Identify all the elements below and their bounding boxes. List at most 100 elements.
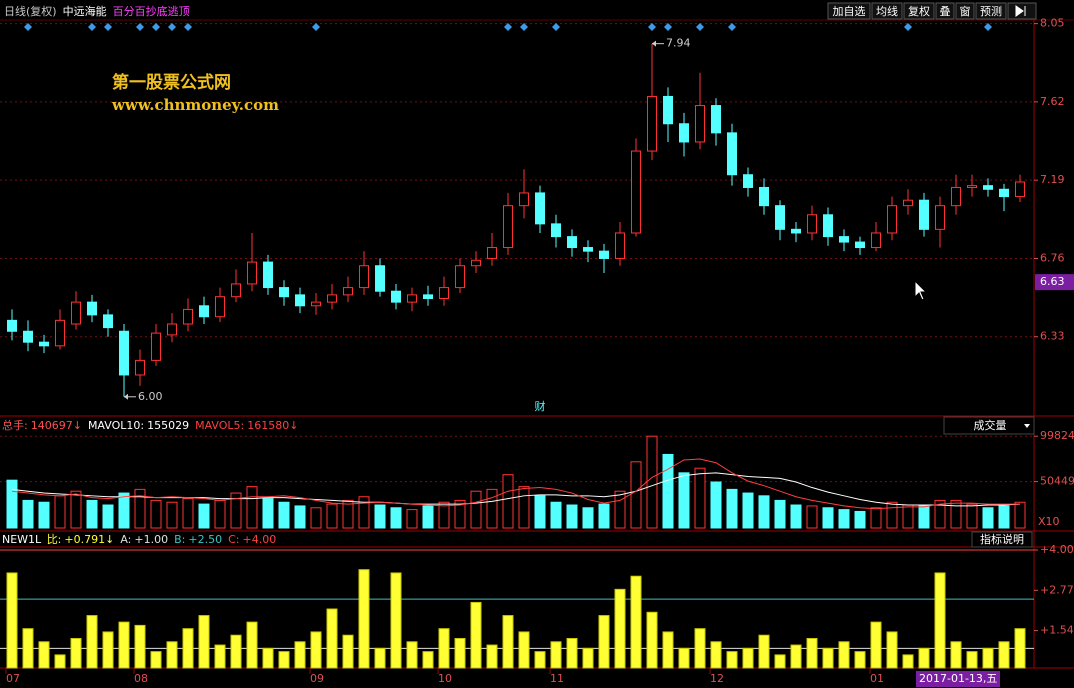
volume-bar: [6, 479, 18, 529]
legend-reading: +1.00: [134, 533, 169, 546]
legend-name: MAVOL5:: [195, 419, 245, 432]
signal-diamond: [520, 23, 528, 31]
candle-body: [871, 232, 881, 249]
volume-bar: [326, 503, 338, 529]
indicator-bar: [614, 588, 626, 669]
cursor-price-box: [1035, 274, 1074, 291]
indicator-bar: [630, 575, 642, 669]
candle-body: [39, 341, 49, 347]
candle-body: [487, 247, 497, 259]
candle-body: [919, 199, 929, 230]
candle-body: [103, 314, 113, 329]
candle-body: [183, 308, 193, 325]
indicator-button[interactable]: [971, 531, 1033, 548]
candle-body: [407, 294, 417, 303]
extreme-label: 7.94: [666, 37, 691, 50]
toolbar-button[interactable]: [935, 2, 955, 20]
x-tick-label: 10: [438, 672, 452, 685]
volume-bar: [646, 435, 658, 529]
candle-body: [263, 261, 273, 289]
indicator-bar: [438, 628, 450, 669]
indicator-bar: [198, 615, 210, 669]
candle-body: [311, 301, 321, 307]
indicator-bar: [70, 638, 82, 669]
y-tick-label: 6.33: [1040, 330, 1065, 343]
volume-bar: [838, 509, 850, 529]
candle-body: [599, 250, 609, 259]
indicator-bar: [502, 615, 514, 669]
candle-body: [439, 287, 449, 300]
indicator-bar: [758, 634, 770, 669]
indicator-bar: [742, 647, 754, 669]
extreme-label: 6.00: [138, 390, 163, 403]
volume-bar: [998, 505, 1010, 529]
volume-bar: [774, 499, 786, 529]
indicator-bar: [518, 631, 530, 669]
indicator-bar: [582, 647, 594, 669]
candle-body: [343, 287, 353, 296]
toolbar-button[interactable]: [827, 2, 871, 20]
volume-bar: [630, 461, 642, 529]
volume-bar: [118, 492, 130, 529]
indicator-bar: [774, 654, 786, 669]
volume-bar: [390, 507, 402, 529]
indicator-bar: [406, 641, 418, 669]
extreme-arrowhead: [124, 393, 128, 400]
candle-body: [455, 265, 465, 289]
candle-body: [727, 132, 737, 176]
volume-bar: [934, 499, 946, 529]
toolbar-button[interactable]: [871, 2, 903, 20]
indicator-bar: [886, 631, 898, 669]
volume-bar: [678, 472, 690, 529]
candle-body: [71, 301, 81, 325]
candle-body: [647, 95, 657, 152]
volume-bar: [22, 499, 34, 529]
indicator-bar: [294, 641, 306, 669]
indicator-bar: [822, 647, 834, 669]
volume-bar: [854, 510, 866, 529]
volume-bar: [54, 495, 66, 529]
indicator-bar: [166, 641, 178, 669]
volume-bar: [294, 505, 306, 529]
y-tick-label: 8.05: [1040, 17, 1065, 30]
candle-body: [567, 236, 577, 249]
legend-name: 总手:: [2, 419, 28, 432]
toolbar-button-label: 复权: [908, 4, 930, 18]
legend-name: MAVOL10:: [87, 419, 145, 432]
signal-diamond: [648, 23, 656, 31]
signal-diamond: [984, 23, 992, 31]
volume-bar: [262, 498, 274, 529]
legend-name: A:: [120, 533, 132, 546]
candle-body: [823, 214, 833, 238]
indicator-bar: [566, 638, 578, 669]
watermark-title: 第一股票公式网: [112, 73, 231, 93]
signal-diamond: [504, 23, 512, 31]
indicator-bar: [454, 638, 466, 669]
candle-body: [231, 283, 241, 298]
volume-bar: [214, 499, 226, 529]
indicator-bar: [358, 569, 370, 669]
indicator-bar: [310, 631, 322, 669]
toolbar-button[interactable]: [903, 2, 935, 20]
candle-body: [503, 205, 513, 249]
toolbar-button[interactable]: [975, 2, 1007, 20]
indicator-bar: [246, 621, 258, 669]
candle-body: [327, 294, 337, 303]
candle-body: [151, 332, 161, 361]
volume-bar: [198, 503, 210, 529]
selector-box[interactable]: [943, 416, 1035, 435]
indicator-bar: [662, 631, 674, 669]
candle-body: [423, 294, 433, 300]
period[interactable]: 日线(复权): [4, 5, 57, 18]
candle-body: [391, 290, 401, 303]
play-icon: [1015, 5, 1026, 17]
signal-diamond: [552, 23, 560, 31]
indicator-bar: [870, 621, 882, 669]
volume-bar: [662, 453, 674, 529]
signal-diamond: [136, 23, 144, 31]
legend-reading: 140697↓: [30, 419, 82, 432]
indicator-bar: [710, 641, 722, 669]
toolbar-button[interactable]: [955, 2, 975, 20]
cursor-date: 2017-01-13,五: [919, 672, 997, 685]
